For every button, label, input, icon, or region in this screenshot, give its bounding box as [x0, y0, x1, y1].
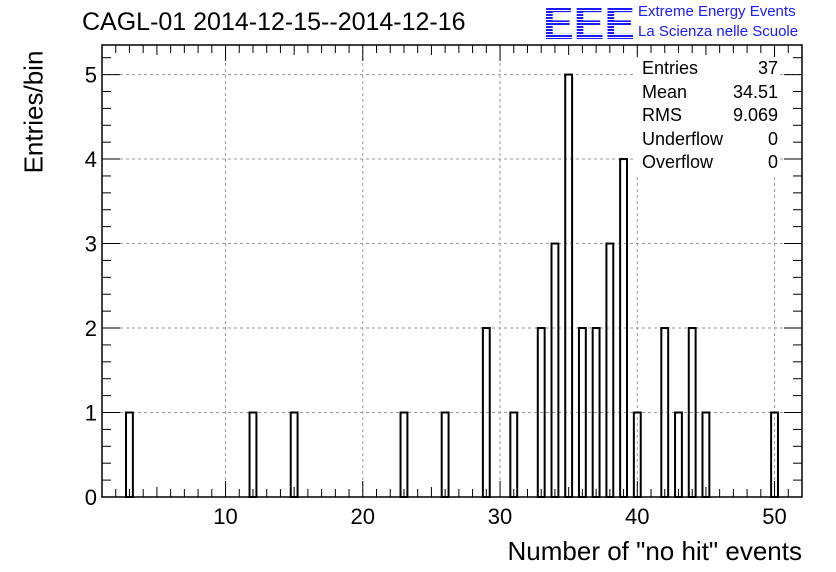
- stats-label: Mean: [642, 81, 688, 102]
- stats-row: Entries 37: [634, 57, 780, 81]
- y-tick-label: 2: [85, 316, 97, 341]
- plot-frame: [101, 44, 803, 498]
- x-tick-label: 50: [762, 504, 786, 529]
- y-tick-label: 4: [85, 147, 97, 172]
- histogram-bar: [701, 411, 711, 498]
- histogram-bar: [248, 411, 258, 498]
- y-tick-label: 3: [85, 232, 97, 257]
- x-tick-label: 30: [488, 504, 512, 529]
- stats-label: Overflow: [642, 152, 714, 173]
- y-tick-label: 1: [85, 401, 97, 426]
- chart-title: CAGL-01 2014-12-15--2014-12-16: [82, 8, 466, 36]
- stats-label: Entries: [642, 58, 699, 78]
- histogram-bar: [399, 411, 409, 498]
- y-tick-label: 5: [85, 63, 97, 88]
- stats-box: Entries 37 Mean 34.51 RMS 9.069 Underflow 0 Over…: [634, 57, 780, 175]
- x-tick-label: 20: [351, 504, 375, 529]
- stats-value: 34.51: [732, 81, 778, 102]
- logo-text: EEE: [543, 2, 633, 42]
- stats-value: 0: [767, 152, 778, 173]
- stats-value: 37: [757, 58, 778, 78]
- stats-row: Overflow 0: [634, 151, 780, 175]
- stats-value: 0: [767, 128, 778, 149]
- histogram-bar: [125, 411, 134, 498]
- logo-caption: Extreme Energy Events La Scienza nelle S…: [638, 2, 798, 42]
- stats-value: 9.069: [732, 105, 778, 126]
- stats-row: Underflow 0: [634, 128, 780, 152]
- histogram-bar: [289, 411, 299, 498]
- stats-label: Underflow: [642, 128, 724, 149]
- y-axis-label: Entries/bin: [18, 50, 49, 174]
- eee-logo: EEE: [543, 2, 633, 42]
- x-axis-label: Number of "no hit" events: [507, 536, 803, 566]
- axes: 10 20 30 40 50 0 1 2 3 4 5: [85, 44, 803, 529]
- histogram-bar: [550, 242, 560, 498]
- histogram-bar: [605, 242, 615, 498]
- histogram-bar: [509, 411, 519, 498]
- y-tick-label: 0: [85, 485, 97, 510]
- logo-line-2: La Scienza nelle Scuole: [638, 23, 799, 40]
- histogram-bar: [564, 73, 574, 498]
- histogram-bar: [440, 411, 450, 498]
- histogram-bar: [674, 411, 683, 498]
- x-tick-label: 10: [213, 504, 237, 529]
- stats-row: Mean 34.51: [634, 81, 780, 105]
- logo-line-1: Extreme Energy Events: [638, 3, 796, 20]
- stats-label: RMS: [642, 105, 682, 126]
- x-tick-label: 40: [625, 504, 649, 529]
- stats-row: RMS 9.069: [634, 104, 780, 128]
